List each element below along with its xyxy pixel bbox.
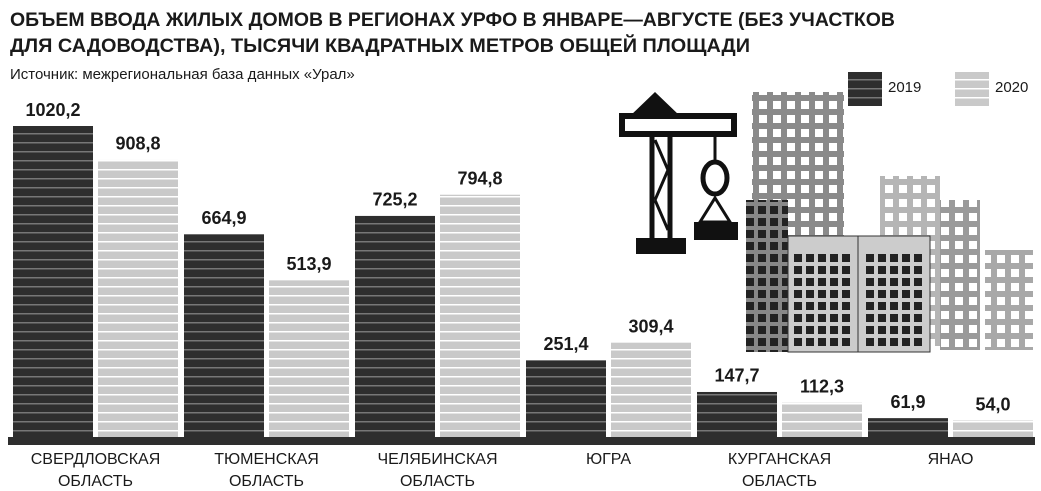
x-tick-label: ЧЕЛЯБИНСКАЯ ОБЛАСТЬ: [377, 451, 497, 490]
value-label: 664,9: [201, 208, 246, 228]
value-label: 309,4: [628, 316, 673, 336]
illustration: [619, 92, 1033, 353]
legend-label: 2019: [888, 79, 921, 96]
bar: [440, 194, 520, 437]
value-label: 1020,2: [25, 100, 80, 120]
value-label: 513,9: [286, 254, 331, 274]
value-label: 725,2: [372, 190, 417, 210]
chart-title: ОБЪЕМ ВВОДА ЖИЛЫХ ДОМОВ В РЕГИОНАХ УРФО …: [10, 10, 895, 31]
bar: [868, 418, 948, 437]
value-label: 147,7: [714, 366, 759, 386]
x-tick-label: ЮГРА: [586, 451, 631, 468]
baseline: [8, 437, 1035, 445]
legend-swatch: [848, 72, 882, 106]
x-tick-label: ЯНАО: [928, 451, 974, 468]
bar: [782, 402, 862, 437]
x-tick-label: СВЕРДЛОВСКАЯ ОБЛАСТЬ: [31, 451, 161, 490]
chart-title: ДЛЯ САДОВОДСТВА), ТЫСЯЧИ КВАДРАТНЫХ МЕТР…: [10, 35, 750, 57]
bar: [98, 159, 178, 438]
value-label: 112,3: [800, 377, 844, 397]
value-label: 251,4: [543, 334, 588, 354]
bar: [526, 360, 606, 437]
chart-subtitle: Источник: межрегиональная база данных «У…: [10, 66, 355, 83]
x-tick-label: КУРГАНСКАЯ ОБЛАСТЬ: [728, 451, 831, 490]
value-label: 54,0: [975, 394, 1010, 414]
bar: [269, 280, 349, 437]
bar: [355, 215, 435, 437]
bar: [611, 342, 691, 437]
bar: [953, 420, 1033, 437]
legend-label: 2020: [995, 79, 1028, 96]
x-tick-label: ТЮМЕНСКАЯ ОБЛАСТЬ: [214, 451, 319, 490]
value-label: 908,8: [115, 134, 160, 154]
bar: [184, 234, 264, 437]
bar: [697, 391, 777, 437]
bar: [13, 126, 93, 437]
legend-swatch: [955, 72, 989, 106]
value-label: 794,8: [457, 168, 502, 188]
value-label: 61,9: [890, 392, 925, 412]
